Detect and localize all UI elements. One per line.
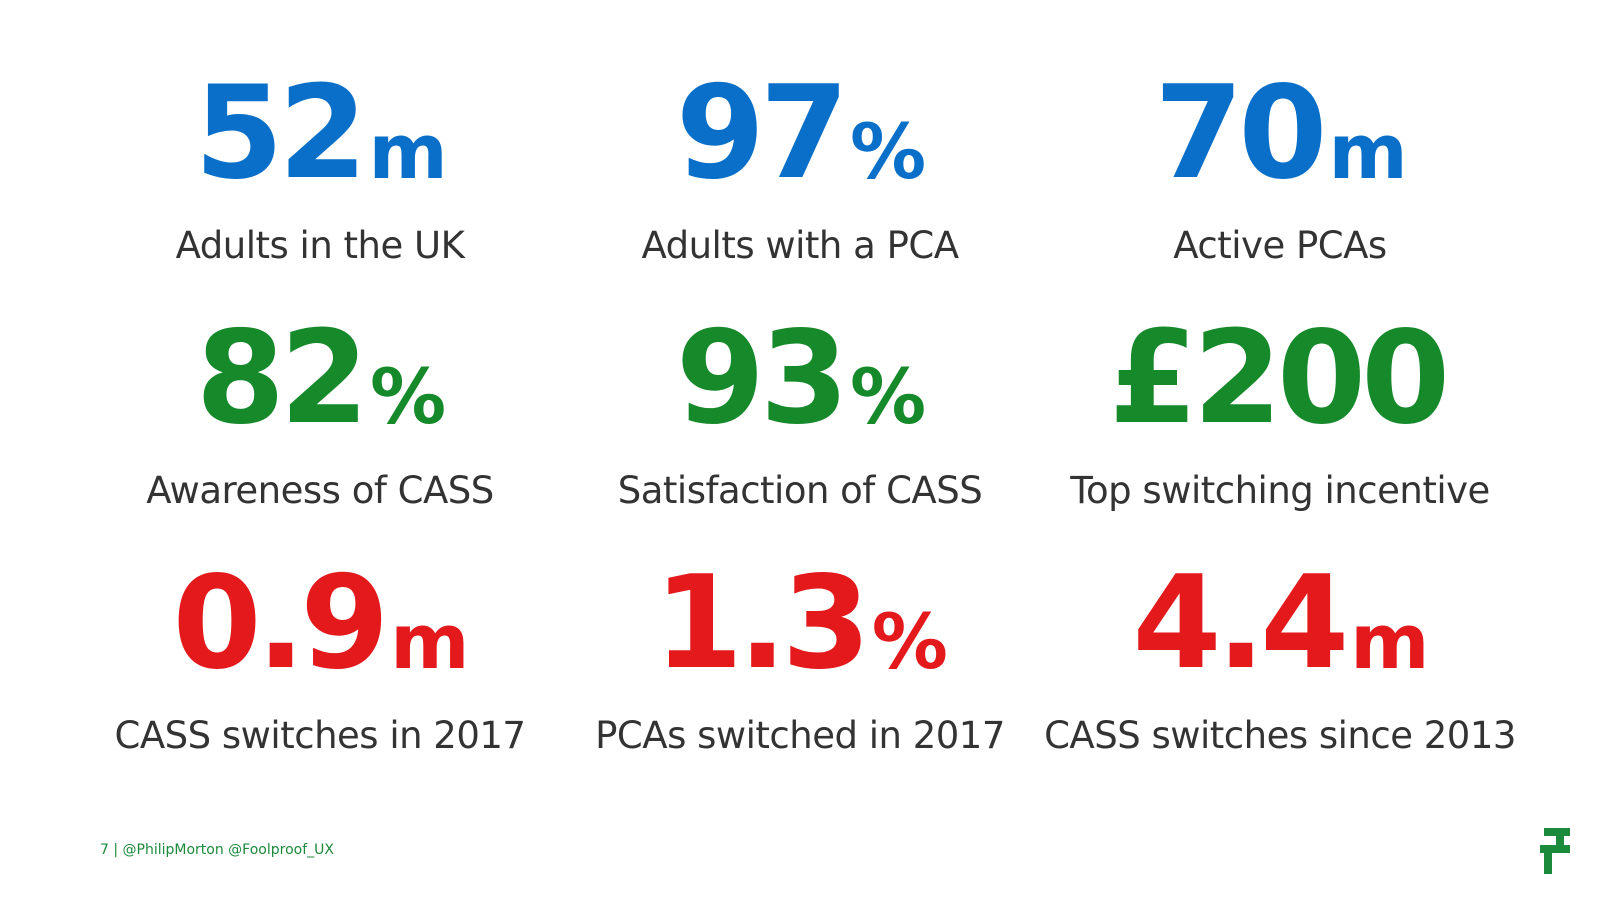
stat-value: 93% [675, 304, 926, 453]
stat-adults-in-uk: 52 m Adults in the UK [80, 70, 560, 315]
stat-number: 4.4 [1132, 549, 1350, 698]
stat-label: CASS switches in 2017 [114, 714, 526, 757]
stat-unit: % [849, 107, 926, 196]
stat-value: 0.9 m [172, 549, 470, 698]
stat-number: 52 [194, 59, 367, 208]
stat-value: 52 m [194, 59, 447, 208]
stat-unit: % [369, 352, 446, 441]
stat-number: 97 [675, 59, 849, 208]
stat-label: Satisfaction of CASS [617, 469, 983, 512]
stat-number: 82 [195, 304, 369, 453]
stat-label: Adults in the UK [175, 224, 465, 267]
stat-number: £200 [1108, 304, 1450, 453]
stat-cass-switches-since-2013: 4.4 m CASS switches since 2013 [1040, 560, 1520, 805]
stat-value: 4.4 m [1132, 549, 1430, 698]
stat-unit: m [368, 107, 447, 196]
stats-grid: 52 m Adults in the UK 97% Adults with a P… [80, 70, 1520, 805]
stat-active-pcas: 70 m Active PCAs [1040, 70, 1520, 315]
stat-value: 82% [195, 304, 446, 453]
stat-unit: % [871, 597, 948, 686]
stat-number: 1.3 [654, 549, 871, 698]
footer-slide-credit: 7 | @PhilipMorton @Foolproof_UX [100, 842, 334, 858]
stat-value: 97% [675, 59, 926, 208]
stat-unit: % [849, 352, 926, 441]
stat-pcas-switched-2017: 1.3% PCAs switched in 2017 [560, 560, 1040, 805]
stat-value: 70 m [1154, 59, 1407, 208]
stat-number: 93 [675, 304, 849, 453]
stat-number: 70 [1154, 59, 1327, 208]
stat-unit: m [1350, 597, 1429, 686]
stat-number: 0.9 [172, 549, 390, 698]
stat-label: Top switching incentive [1070, 469, 1490, 512]
stat-label: Adults with a PCA [641, 224, 959, 267]
stat-unit: m [1328, 107, 1407, 196]
stat-label: Awareness of CASS [146, 469, 494, 512]
stat-value: £200 [1109, 315, 1451, 443]
stat-unit: m [390, 597, 469, 686]
stat-value: 1.3% [654, 549, 948, 698]
stat-top-switching-incentive: £200 Top switching incentive [1040, 315, 1520, 560]
stat-adults-with-pca: 97% Adults with a PCA [560, 70, 1040, 315]
stat-label: PCAs switched in 2017 [595, 714, 1005, 757]
stat-cass-switches-2017: 0.9 m CASS switches in 2017 [80, 560, 560, 805]
foolproof-logo-icon [1540, 828, 1570, 874]
stat-satisfaction-of-cass: 93% Satisfaction of CASS [560, 315, 1040, 560]
stat-awareness-of-cass: 82% Awareness of CASS [80, 315, 560, 560]
stat-label: Active PCAs [1173, 224, 1387, 267]
stat-label: CASS switches since 2013 [1044, 714, 1516, 757]
